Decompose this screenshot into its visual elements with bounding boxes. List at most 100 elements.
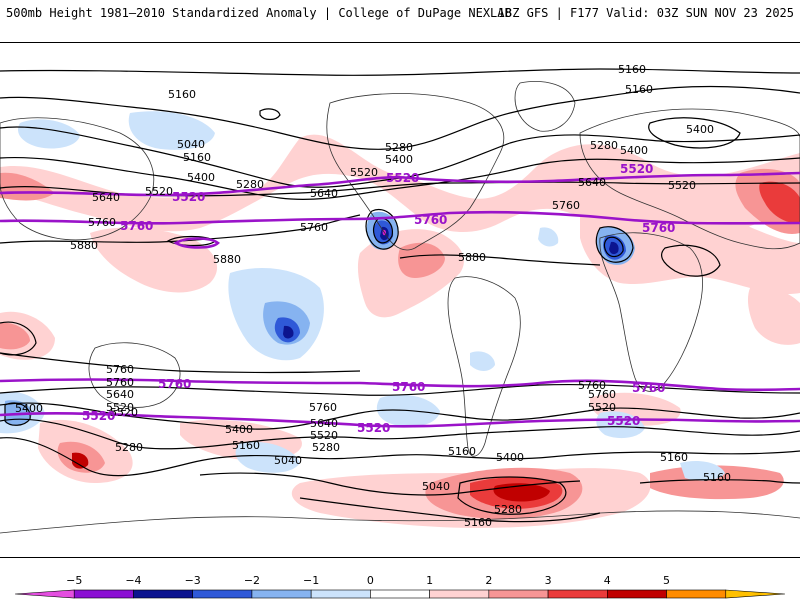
contour-label: 5280 xyxy=(115,441,143,454)
contour-label: 5760 xyxy=(552,199,580,212)
contour-label: 5760 xyxy=(106,376,134,389)
legend-color-segment xyxy=(251,589,312,599)
model-run-info: 18Z GFS | F177 Valid: 03Z SUN NOV 23 202… xyxy=(497,6,794,20)
contour-label: 5880 xyxy=(458,251,486,264)
contour-line xyxy=(648,117,741,149)
contour-5760-south xyxy=(0,378,800,392)
legend-color-segment xyxy=(429,589,490,599)
contour-label: 5400 xyxy=(686,123,714,136)
contour-5760-label: 5760 xyxy=(642,221,675,235)
contour-label: 5640 xyxy=(106,388,134,401)
anomaly-positive-area xyxy=(747,286,800,345)
coastline-eurasia xyxy=(579,108,800,250)
contour-line xyxy=(0,68,800,76)
contour-line xyxy=(299,497,601,523)
contour-line xyxy=(0,214,361,244)
legend-colorbar: −5 −4 −3 −2 −1 0 1 2 3 4 5 xyxy=(14,574,786,599)
contour-label: 5280 xyxy=(385,141,413,154)
contour-label: 5160 xyxy=(168,88,196,101)
contour-line xyxy=(0,85,800,150)
contour-line xyxy=(399,254,601,266)
contour-label: 5640 xyxy=(578,176,606,189)
contour-line xyxy=(603,236,624,258)
contour-label: 5040 xyxy=(177,138,205,151)
contour-label: 5280 xyxy=(312,441,340,454)
anomaly-positive-area xyxy=(0,322,30,350)
anomaly-negative-area xyxy=(609,241,619,255)
contour-line xyxy=(0,352,361,374)
contour-label: 5760 xyxy=(106,363,134,376)
contour-line xyxy=(365,209,399,250)
legend-tick-label: −3 xyxy=(185,574,201,587)
legend-color-segments xyxy=(14,589,786,599)
legend-tick-label: −1 xyxy=(303,574,319,587)
contour-label: 5520 xyxy=(110,406,138,419)
legend-tick-label: 3 xyxy=(545,574,552,587)
contour-5880-loop xyxy=(173,237,220,249)
contour-labels: 5160 5160 5160 5040 5160 5400 5280 5640 … xyxy=(15,63,731,529)
legend-color-segment xyxy=(133,589,193,599)
contour-label: 5760 xyxy=(578,379,606,392)
legend-tick-label: 1 xyxy=(426,574,433,587)
legend-color-segment xyxy=(73,589,134,599)
contour-label: 5400 xyxy=(225,423,253,436)
legend-tick-label: 0 xyxy=(367,574,374,587)
legend-color-segment xyxy=(488,589,549,599)
contour-label: 5760 xyxy=(88,216,116,229)
contour-label: 5160 xyxy=(448,445,476,458)
contour-5520-south xyxy=(0,411,800,428)
contour-label: 5640 xyxy=(310,417,338,430)
contour-5520-north xyxy=(0,171,800,197)
contour-label: 5520 xyxy=(350,166,378,179)
anomaly-positive-area xyxy=(398,242,445,278)
contour-5520-label: 5520 xyxy=(620,162,653,176)
anomaly-positive-area xyxy=(72,452,89,469)
anomaly-map: 5160 5160 5160 5040 5160 5400 5280 5640 … xyxy=(0,63,800,534)
legend-tick-label: 4 xyxy=(604,574,611,587)
legend-tick-label: −2 xyxy=(244,574,260,587)
anomaly-negative-area xyxy=(128,111,215,150)
contour-line xyxy=(661,244,721,277)
anomaly-negative-area xyxy=(283,325,294,339)
contour-5760-label: 5760 xyxy=(414,213,447,227)
legend-tick-label: −5 xyxy=(66,574,82,587)
contour-label: 5160 xyxy=(232,439,260,452)
coastline-australia xyxy=(88,342,181,408)
contour-line xyxy=(372,217,393,244)
contour-line xyxy=(0,321,37,356)
contour-5760-north xyxy=(0,210,800,225)
legend-color-segment xyxy=(14,589,75,599)
legend-tick-label: 5 xyxy=(663,574,670,587)
legend-tick-label: −4 xyxy=(125,574,141,587)
highlight-contour-labels: 5520 5520 5520 5760 5760 5760 5760 5760 … xyxy=(82,162,675,435)
coastline-south-america xyxy=(447,276,521,457)
contour-label: 5880 xyxy=(213,253,241,266)
contour-5760-label: 5760 xyxy=(158,377,191,391)
contour-label: 5400 xyxy=(15,402,43,415)
contour-label: 5160 xyxy=(660,451,688,464)
highlight-contours xyxy=(0,171,800,428)
contour-5520-label: 5520 xyxy=(82,409,115,423)
coastline-antarctica xyxy=(0,510,800,534)
contour-5520-label: 5520 xyxy=(607,414,640,428)
legend-color-segment xyxy=(547,589,608,599)
anomaly-negative-area xyxy=(680,461,725,481)
contour-line xyxy=(639,479,800,484)
contour-label: 5400 xyxy=(496,451,524,464)
map-header: 500mb Height 1981–2010 Standardized Anom… xyxy=(0,0,800,30)
contour-5760-label: 5760 xyxy=(120,219,153,233)
legend-color-segment xyxy=(607,589,667,599)
contour-label: 5040 xyxy=(422,480,450,493)
contour-5520-label: 5520 xyxy=(172,190,205,204)
contour-label: 5160 xyxy=(618,63,646,76)
contour-line xyxy=(457,476,567,515)
contour-label: 5280 xyxy=(590,139,618,152)
contour-line xyxy=(4,402,31,426)
contour-label: 5400 xyxy=(620,144,648,157)
anomaly-positive-area xyxy=(650,465,784,500)
contour-line xyxy=(595,226,634,263)
contour-line xyxy=(0,383,800,396)
legend-color-segment xyxy=(310,589,371,599)
contour-line xyxy=(259,108,281,121)
